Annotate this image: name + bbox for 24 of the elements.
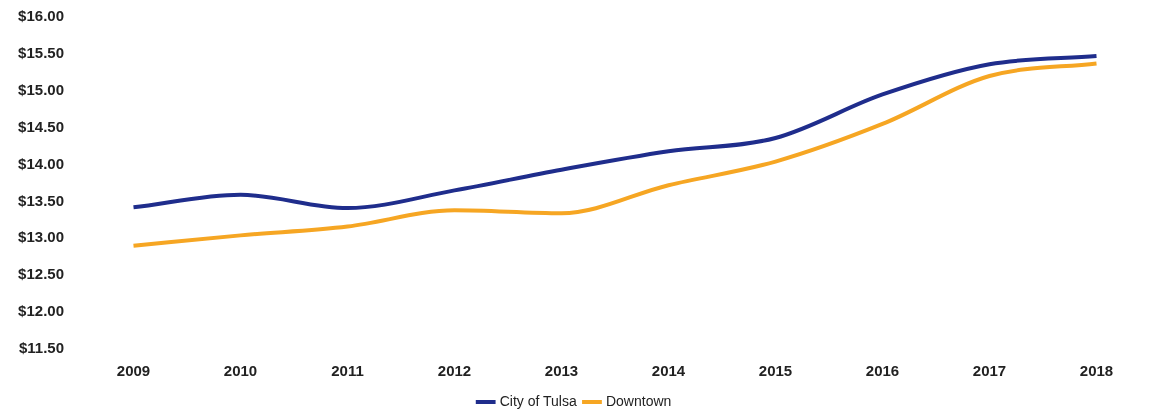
x-tick-label: 2010 <box>223 362 258 380</box>
x-tick-label: 2013 <box>544 362 579 380</box>
legend-label: City of Tulsa <box>499 392 577 409</box>
y-tick-label: $13.00 <box>18 228 64 246</box>
legend-label: Downtown <box>605 392 672 409</box>
x-tick-label: 2011 <box>331 362 364 380</box>
y-tick-label: $12.00 <box>18 302 64 320</box>
x-tick-label: 2017 <box>972 362 1007 380</box>
x-tick-label: 2014 <box>651 362 686 380</box>
x-tick-label: 2018 <box>1079 362 1114 380</box>
x-tick-label: 2016 <box>865 362 900 380</box>
x-tick-label: 2012 <box>437 362 472 380</box>
x-tick-label: 2009 <box>116 362 151 380</box>
y-tick-label: $14.00 <box>18 154 64 172</box>
line-series <box>131 54 1099 211</box>
y-tick-label: $13.50 <box>18 191 64 209</box>
y-tick-label: $14.50 <box>18 117 64 135</box>
y-tick-label: $16.00 <box>18 7 64 25</box>
y-tick-label: $12.50 <box>18 265 64 283</box>
y-tick-label: $15.50 <box>18 44 64 62</box>
y-tick-label: $11.50 <box>18 339 64 357</box>
line-series <box>131 61 1099 248</box>
y-tick-label: $15.00 <box>18 80 64 98</box>
x-tick-label: 2015 <box>758 362 793 380</box>
